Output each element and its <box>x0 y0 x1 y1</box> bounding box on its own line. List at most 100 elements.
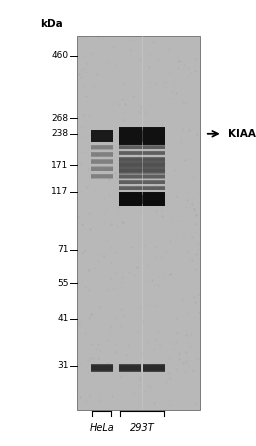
Bar <box>91 168 113 170</box>
Bar <box>91 174 113 178</box>
Bar <box>91 173 113 179</box>
Bar <box>119 128 165 144</box>
Bar <box>91 153 113 157</box>
Bar <box>119 364 141 372</box>
Bar <box>91 130 113 142</box>
Bar <box>143 364 165 372</box>
Bar <box>119 157 165 161</box>
Bar <box>91 132 113 140</box>
Bar <box>119 169 165 172</box>
Bar <box>143 366 165 370</box>
Bar <box>119 169 165 173</box>
Bar <box>119 194 165 205</box>
Bar <box>119 169 165 172</box>
Bar <box>119 175 165 178</box>
Bar <box>91 174 113 178</box>
Bar <box>91 159 113 164</box>
Bar <box>119 152 165 154</box>
Text: HeLa: HeLa <box>89 423 114 433</box>
Bar <box>91 364 113 372</box>
Bar <box>119 145 165 149</box>
Bar <box>119 187 165 189</box>
Bar <box>119 152 165 154</box>
Bar <box>119 145 165 149</box>
Bar <box>119 364 141 372</box>
Bar <box>119 157 165 160</box>
Bar <box>91 153 113 156</box>
Bar <box>143 366 165 370</box>
Bar <box>119 163 165 167</box>
Bar <box>119 169 165 173</box>
Bar <box>119 130 165 142</box>
Bar <box>119 164 165 165</box>
Bar <box>119 158 165 174</box>
Bar <box>119 152 165 155</box>
Bar <box>91 175 113 178</box>
Bar <box>91 167 113 170</box>
Bar <box>119 145 165 149</box>
Bar <box>119 175 165 178</box>
Bar <box>119 187 165 190</box>
Bar <box>119 193 165 206</box>
Bar <box>119 196 165 203</box>
Bar <box>119 364 141 372</box>
Bar <box>119 158 165 160</box>
Bar <box>91 133 113 139</box>
Text: 71: 71 <box>57 245 69 254</box>
Bar <box>119 161 165 171</box>
Bar <box>119 159 165 173</box>
Bar <box>119 186 165 190</box>
Bar <box>119 187 165 190</box>
Bar <box>119 157 165 160</box>
Bar <box>91 145 113 149</box>
Bar <box>119 152 165 154</box>
Bar <box>119 131 165 141</box>
Bar <box>119 181 165 184</box>
Bar <box>119 151 165 155</box>
Bar <box>91 364 113 372</box>
Bar <box>91 159 113 164</box>
Bar <box>119 159 165 173</box>
Bar <box>91 130 113 142</box>
Bar <box>119 175 165 178</box>
Bar <box>119 152 165 155</box>
Bar <box>77 36 200 410</box>
Bar <box>91 146 113 148</box>
Text: 238: 238 <box>51 129 69 138</box>
Bar <box>119 161 165 170</box>
Bar <box>119 169 165 173</box>
Bar <box>142 36 143 410</box>
Bar <box>91 168 113 170</box>
Bar <box>91 153 113 156</box>
Bar <box>91 366 113 370</box>
Bar <box>91 174 113 178</box>
Bar <box>119 365 141 371</box>
Bar <box>119 127 165 145</box>
Bar <box>119 157 165 161</box>
Bar <box>91 145 113 149</box>
Bar <box>119 181 165 184</box>
Bar <box>91 145 113 149</box>
Bar <box>91 160 113 163</box>
Bar <box>119 186 165 190</box>
Bar <box>119 364 141 372</box>
Bar <box>119 151 165 155</box>
Bar <box>91 152 113 157</box>
Bar <box>119 146 165 149</box>
Bar <box>119 187 165 190</box>
Bar <box>91 167 113 171</box>
Bar <box>91 132 113 140</box>
Bar <box>119 146 165 149</box>
Bar <box>119 196 165 202</box>
Bar <box>119 146 165 148</box>
Bar <box>119 164 165 165</box>
Bar <box>91 145 113 150</box>
Bar <box>91 145 113 149</box>
Bar <box>143 364 165 372</box>
Bar <box>119 158 165 160</box>
Bar <box>91 167 113 171</box>
Bar <box>119 196 165 203</box>
Bar <box>119 194 165 205</box>
Bar <box>119 169 165 172</box>
Text: 55: 55 <box>57 279 69 288</box>
